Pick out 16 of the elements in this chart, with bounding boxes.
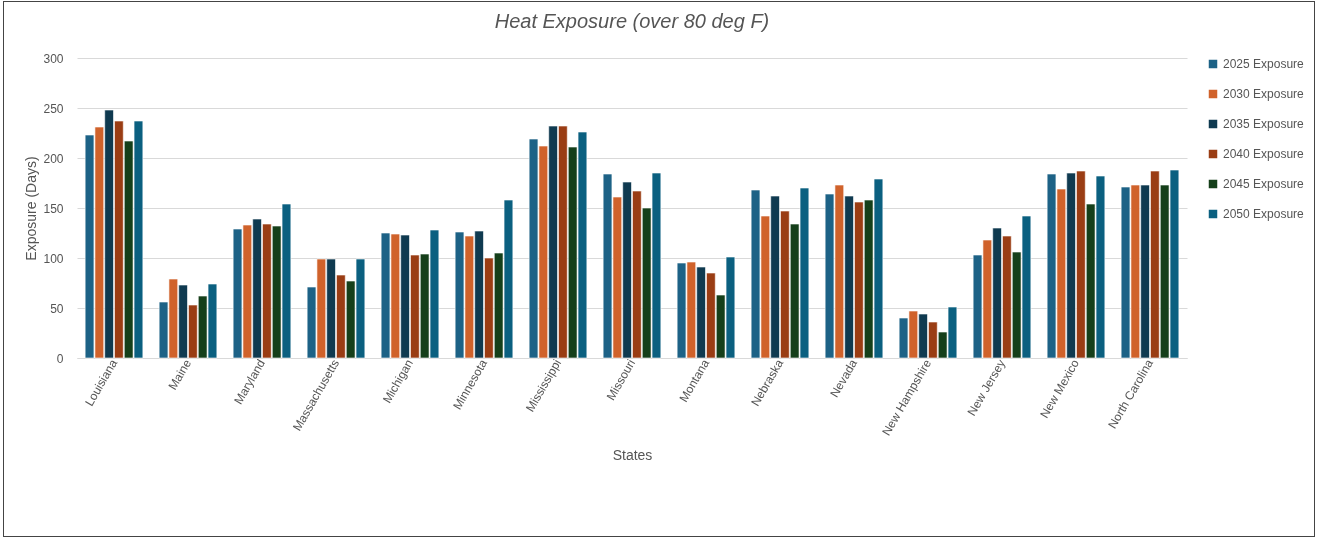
y-tick-label: 50	[50, 301, 64, 316]
y-tick-label: 100	[43, 251, 64, 266]
y-tick-label: 0	[56, 351, 64, 366]
chart-title: Heat Exposure (over 80 deg F)	[494, 10, 770, 32]
legend-label: 2035 Exposure	[1223, 117, 1305, 131]
legend-label: 2025 Exposure	[1223, 57, 1305, 71]
legend-label: 2050 Exposure	[1223, 207, 1305, 221]
y-tick-label: 250	[43, 101, 64, 116]
y-tick-label: 300	[43, 51, 64, 66]
legend-label: 2030 Exposure	[1223, 87, 1305, 101]
legend-label: 2045 Exposure	[1223, 177, 1305, 191]
y-tick-label: 200	[43, 151, 64, 166]
y-tick-label: 150	[43, 201, 64, 216]
legend-label: 2040 Exposure	[1223, 147, 1305, 161]
y-axis-title: Exposure (Days)	[23, 156, 40, 261]
x-axis-title: States	[612, 447, 653, 464]
